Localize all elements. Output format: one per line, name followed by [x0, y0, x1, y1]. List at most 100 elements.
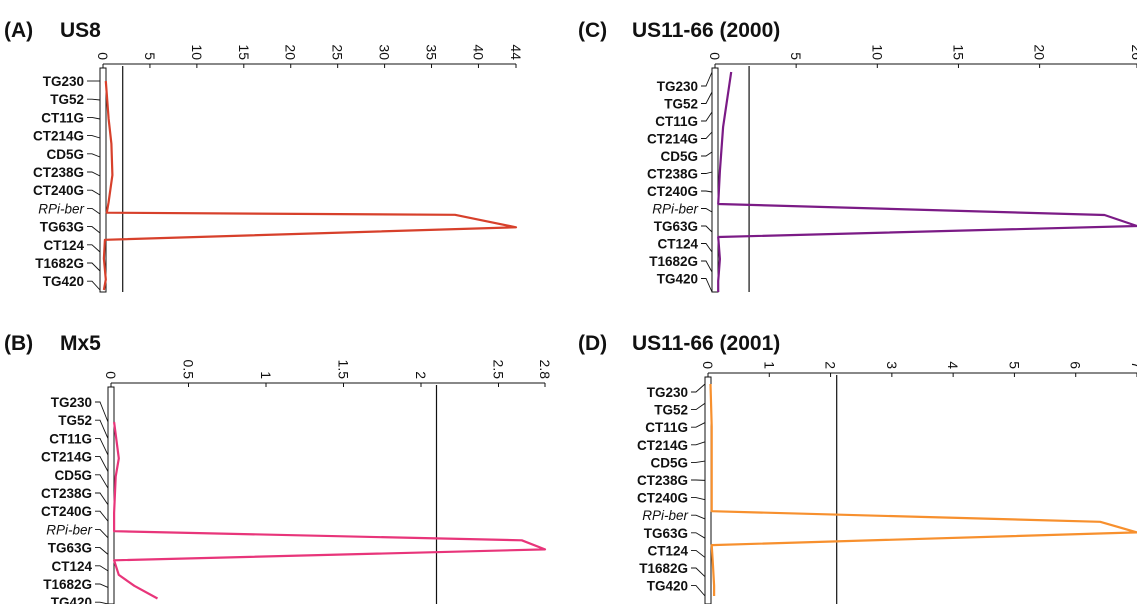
- panel-a-marker-leader: [87, 226, 101, 234]
- panel-c-tick-label: 0: [707, 52, 723, 60]
- panel-a-marker-label: CT124: [43, 238, 84, 253]
- panel-a-tick-label: 25: [330, 44, 346, 60]
- panel-d-marker-label: CT124: [647, 543, 688, 558]
- panel-a-marker-label: TG230: [43, 74, 84, 89]
- panel-c-marker-leader: [701, 260, 713, 273]
- panel-c-tick-label: 5: [788, 52, 804, 60]
- panel-a-label: (A): [4, 19, 33, 42]
- panel-b-marker-label: CT214G: [41, 450, 92, 465]
- panel-a-tick-label: 44: [508, 44, 524, 60]
- panel-b-marker-leader: [95, 474, 109, 489]
- panel-b-marker-label: TG63G: [48, 541, 92, 556]
- panel-b-marker-leader: [95, 565, 109, 572]
- panel-a-tick-label: 40: [470, 44, 486, 60]
- panel-b: (B) Mx5 0 0.5 1 1.5 2 2.5 2.8 TG230 TG52 CT11G CT2…: [4, 332, 553, 604]
- panel-c-tick-label: 26: [1129, 44, 1137, 60]
- panel-b-marker-label: CT240G: [41, 504, 92, 519]
- panel-b-marker-leader: [95, 583, 109, 588]
- panel-b-title: Mx5: [60, 332, 101, 355]
- panel-a-marker-leader: [87, 280, 101, 291]
- panel-c-marker-label: TG63G: [654, 219, 698, 234]
- panel-a-marker-leader: [87, 116, 101, 120]
- panel-a-marker-label: RPi-ber: [38, 201, 84, 216]
- panel-b-marker-leader: [95, 437, 109, 456]
- panel-c-marker-leader: [701, 243, 713, 253]
- panel-d-marker-label: RPi-ber: [642, 508, 688, 523]
- panel-a-marker-label: CT11G: [41, 110, 84, 125]
- panel-a-lod-profile: [102, 80, 518, 291]
- panel-d-tick-label: 0: [700, 361, 716, 369]
- panel-c-marker-leader: [701, 278, 713, 293]
- panel-a-tick-label: 0: [95, 52, 111, 60]
- panel-d-tick-label: 5: [1006, 361, 1022, 369]
- panel-d-marker-leader: [691, 497, 706, 501]
- panel-b-marker-leader: [95, 456, 109, 472]
- panel-b-marker-label: RPi-ber: [46, 522, 92, 537]
- panel-b-tick-label: 1: [258, 371, 274, 379]
- panel-d-marker-label: CT240G: [637, 491, 688, 506]
- panel-b-marker-label: CT238G: [41, 486, 92, 501]
- panel-d-marker-label: CT238G: [637, 473, 688, 488]
- panel-d-marker-leader: [691, 532, 706, 539]
- panel-b-tick-label: 0.5: [181, 360, 197, 380]
- panel-a-marker-label: CT214G: [33, 129, 84, 144]
- panel-d-tick-label: 1: [761, 361, 777, 369]
- panel-c-marker-leader: [701, 91, 713, 104]
- panel-b-marker-leader: [95, 547, 109, 555]
- panel-d-marker-label: CT214G: [637, 438, 688, 453]
- panel-c-marker-leader: [701, 111, 713, 122]
- panel-c-marker-leader: [701, 190, 713, 193]
- panel-a-marker-label: CD5G: [46, 147, 84, 162]
- panel-c-tick-label: 15: [950, 44, 966, 60]
- panel-a-marker-label: T1682G: [35, 256, 84, 271]
- panel-d-marker-leader: [691, 402, 706, 411]
- panel-c-marker-label: CT124: [657, 237, 698, 252]
- panel-d-tick-label: 3: [884, 361, 900, 369]
- panel-a-marker-leader: [87, 262, 101, 272]
- panel-c-marker-leader: [701, 71, 713, 87]
- panel-b-chromosome-bar: [107, 386, 115, 604]
- panel-b-marker-label: TG52: [58, 413, 92, 428]
- panel-d-marker-leader: [691, 422, 706, 428]
- panel-a-marker-leader: [87, 135, 101, 139]
- panel-a-marker-leader: [87, 189, 101, 196]
- panel-a-marker-label: TG420: [43, 274, 84, 289]
- panel-a: (A) US8 0 5 10 15 20 25 30 35 40 44 TG230 TG52 CT11G…: [4, 19, 524, 293]
- panel-b-marker-leader: [95, 510, 109, 522]
- panel-b-marker-label: CT11G: [49, 431, 92, 446]
- panel-d-marker-label: T1682G: [639, 561, 688, 576]
- panel-a-marker-label: TG63G: [40, 220, 84, 235]
- panel-b-tick-label: 2.8: [537, 360, 553, 380]
- panel-c-marker-label: CD5G: [660, 149, 698, 164]
- panel-c-marker-leader: [701, 151, 713, 157]
- panel-b-tick-label: 0: [103, 371, 119, 379]
- panel-a-tick-label: 30: [377, 44, 393, 60]
- panel-c-marker-leader: [701, 208, 713, 213]
- panel-d-label: (D): [578, 332, 607, 355]
- panel-b-lod-profile: [112, 421, 547, 600]
- panel-c-marker-leader: [701, 225, 713, 233]
- panel-b-tick-label: 1.5: [336, 360, 352, 380]
- panel-d-chromosome-bar: [704, 376, 712, 604]
- panel-a-marker-label: CT238G: [33, 165, 84, 180]
- panel-c-tick-label: 10: [869, 44, 885, 60]
- panel-a-tick-label: 5: [142, 52, 158, 60]
- panel-a-marker-leader: [87, 153, 101, 158]
- panel-a-marker-leader: [87, 207, 101, 215]
- panel-c-chromosome-bar: [711, 67, 719, 293]
- panel-c-tick-label: 20: [1032, 44, 1048, 60]
- panel-b-marker-leader: [95, 419, 109, 439]
- panel-c-marker-label: CT11G: [655, 114, 698, 129]
- panel-c-marker-label: RPi-ber: [652, 202, 698, 217]
- panel-c-marker-label: TG230: [657, 79, 698, 94]
- panel-d-marker-label: TG230: [647, 385, 688, 400]
- panel-c: (C) US11-66 (2000) 0 5 10 15 20 26 TG230 TG52 CT…: [578, 19, 1137, 293]
- panel-d-marker-label: CD5G: [650, 455, 688, 470]
- panel-b-marker-leader: [95, 401, 109, 423]
- panel-d-marker-label: TG420: [647, 579, 688, 594]
- panel-a-tick-label: 15: [236, 44, 252, 60]
- panel-d-marker-label: TG52: [654, 403, 688, 418]
- panel-b-label: (B): [4, 332, 33, 355]
- panel-b-marker-label: CD5G: [54, 468, 92, 483]
